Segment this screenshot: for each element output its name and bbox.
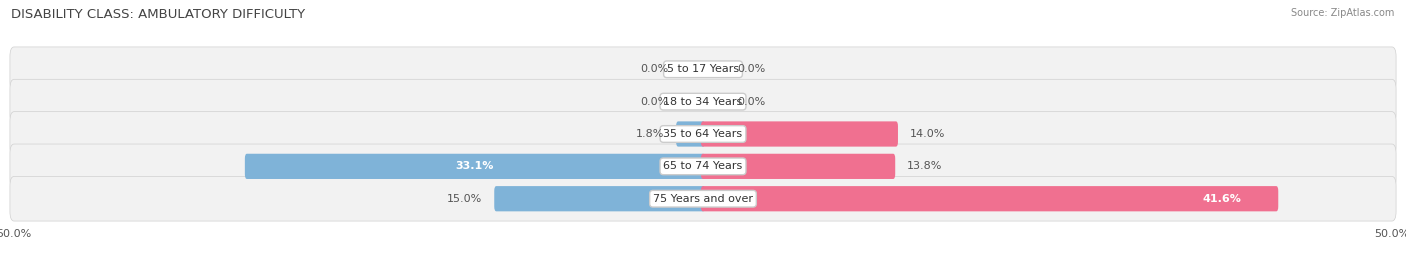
- FancyBboxPatch shape: [676, 121, 704, 147]
- Text: 33.1%: 33.1%: [456, 161, 494, 171]
- Text: 35 to 64 Years: 35 to 64 Years: [664, 129, 742, 139]
- Text: 65 to 74 Years: 65 to 74 Years: [664, 161, 742, 171]
- FancyBboxPatch shape: [702, 154, 896, 179]
- Text: 0.0%: 0.0%: [640, 64, 669, 74]
- FancyBboxPatch shape: [10, 112, 1396, 156]
- Text: 1.8%: 1.8%: [636, 129, 665, 139]
- Text: 5 to 17 Years: 5 to 17 Years: [666, 64, 740, 74]
- Text: 18 to 34 Years: 18 to 34 Years: [664, 97, 742, 107]
- FancyBboxPatch shape: [10, 47, 1396, 92]
- Text: Source: ZipAtlas.com: Source: ZipAtlas.com: [1291, 8, 1395, 18]
- Text: DISABILITY CLASS: AMBULATORY DIFFICULTY: DISABILITY CLASS: AMBULATORY DIFFICULTY: [11, 8, 305, 21]
- FancyBboxPatch shape: [702, 186, 1278, 211]
- Text: 41.6%: 41.6%: [1204, 194, 1241, 204]
- FancyBboxPatch shape: [10, 176, 1396, 221]
- Text: 14.0%: 14.0%: [910, 129, 945, 139]
- Text: 13.8%: 13.8%: [907, 161, 942, 171]
- FancyBboxPatch shape: [702, 121, 898, 147]
- Text: 75 Years and over: 75 Years and over: [652, 194, 754, 204]
- FancyBboxPatch shape: [10, 79, 1396, 124]
- Text: 0.0%: 0.0%: [738, 64, 766, 74]
- Text: 0.0%: 0.0%: [738, 97, 766, 107]
- Text: 0.0%: 0.0%: [640, 97, 669, 107]
- Text: 15.0%: 15.0%: [447, 194, 482, 204]
- FancyBboxPatch shape: [10, 144, 1396, 189]
- FancyBboxPatch shape: [495, 186, 704, 211]
- FancyBboxPatch shape: [245, 154, 704, 179]
